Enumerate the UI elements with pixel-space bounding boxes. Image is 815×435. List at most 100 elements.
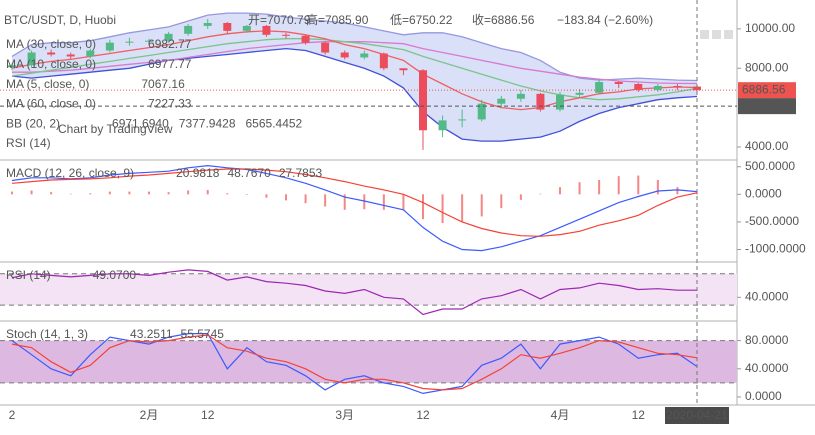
- legend-name: MA (60, close, 0): [6, 97, 96, 111]
- histogram-bar: [461, 194, 464, 222]
- histogram-bar: [441, 194, 444, 224]
- x-tick-label: 12: [201, 408, 215, 422]
- candle-body: [379, 53, 388, 69]
- candle-body: [653, 85, 662, 90]
- histogram-bar: [539, 193, 542, 195]
- candle-body: [223, 22, 232, 31]
- y-tick-label: 8000.00: [745, 60, 789, 74]
- price-label-box: [738, 98, 796, 115]
- y-tick-label: -500.0000: [745, 214, 799, 228]
- candle-body: [340, 52, 349, 58]
- candle-body: [242, 25, 251, 31]
- ohlc-label: 高=7085.90: [306, 12, 369, 27]
- histogram-bar: [304, 194, 307, 204]
- legend-name: MA (10, close, 0): [6, 57, 96, 71]
- indicator-line: [11, 164, 698, 252]
- legend-value: 55.5745: [181, 327, 225, 341]
- histogram-bar: [89, 193, 92, 195]
- candle-body: [184, 25, 193, 34]
- histogram-bar: [30, 190, 33, 195]
- histogram-bar: [245, 194, 248, 195]
- histogram-bar: [285, 194, 287, 201]
- histogram-bar: [656, 179, 659, 195]
- histogram-bar: [206, 189, 209, 195]
- legend-value: 7227.33: [148, 97, 192, 111]
- indicator-line: [11, 334, 698, 391]
- candle-body: [458, 119, 467, 121]
- indicator-line: [11, 38, 698, 101]
- histogram-bar: [226, 193, 229, 195]
- candle-body: [438, 120, 447, 131]
- price-label-box: [738, 82, 796, 99]
- legend-name: MA (5, close, 0): [6, 77, 89, 91]
- histogram-bar: [422, 194, 424, 220]
- candle-body: [673, 85, 682, 87]
- y-tick-label: 500.0000: [745, 159, 795, 173]
- x-tick-label: 2月: [140, 408, 159, 422]
- histogram-bar: [637, 175, 640, 195]
- histogram-bar: [69, 193, 72, 195]
- y-tick-label: 0.0000: [745, 187, 782, 201]
- price-label: 6075.69: [742, 98, 786, 112]
- histogram-bar: [617, 176, 620, 195]
- legend-name: MA (30, close, 0): [6, 37, 96, 51]
- indicator-title: RSI (14): [6, 268, 51, 282]
- histogram-bar: [108, 191, 111, 195]
- ohlc-label: −183.84 (−2.60%): [557, 13, 653, 27]
- candle-body: [536, 93, 545, 110]
- y-tick-label: 0.0000: [745, 389, 782, 403]
- indicator-line: [11, 47, 698, 142]
- candle-body: [86, 50, 95, 57]
- histogram-bar: [343, 194, 346, 210]
- ohlc-label: 开=7070.79: [248, 13, 311, 27]
- y-tick-label: -1000.0000: [745, 242, 806, 256]
- candle-body: [66, 54, 75, 57]
- histogram-bar: [128, 191, 131, 195]
- histogram-bar: [382, 194, 385, 210]
- chart-title: BTC/USDT, D, Huobi: [4, 13, 116, 27]
- indicator-line: [11, 30, 698, 111]
- candle-body: [614, 82, 623, 84]
- candle-body: [693, 86, 701, 91]
- candle-body: [262, 25, 271, 35]
- legend-value: 43.2511: [130, 327, 173, 341]
- candle-body: [321, 42, 330, 53]
- legend-value: 20.9818: [176, 166, 220, 180]
- candle-body: [595, 82, 604, 93]
- legend-value: 6565.4452: [246, 116, 303, 130]
- legend-name: RSI (14): [6, 136, 51, 150]
- legend-value: 6971.6940: [112, 116, 169, 130]
- legend-value: 7377.9428: [179, 116, 236, 130]
- indicator-line: [12, 41, 698, 85]
- candle-body: [516, 93, 525, 99]
- x-tick-label: 3月: [335, 408, 354, 422]
- legend-value: 27.7853: [279, 166, 323, 180]
- candle-body: [145, 40, 153, 42]
- histogram-bar: [11, 191, 13, 195]
- x-tick-label: 12: [632, 408, 646, 422]
- candle-body: [27, 52, 36, 66]
- legend-value: 49.0700: [93, 268, 137, 282]
- band-fill: [0, 273, 737, 306]
- legend-value: 6982.77: [148, 37, 192, 51]
- histogram-bar: [363, 194, 366, 210]
- candle-body: [203, 22, 212, 26]
- candle-body: [497, 98, 506, 104]
- y-tick-label: 4000.00: [745, 139, 789, 153]
- histogram-bar: [500, 194, 503, 209]
- histogram-bar: [480, 194, 483, 217]
- candle-body: [556, 94, 564, 110]
- indicator-line: [11, 269, 697, 316]
- candle-body: [477, 103, 486, 120]
- histogram-bar: [148, 191, 150, 195]
- y-tick-label: 10000.00: [745, 21, 795, 35]
- watermark: Chart by TradingView: [58, 122, 173, 136]
- y-tick-label: 40.0000: [745, 361, 789, 375]
- candle-body: [634, 84, 643, 90]
- legend-name: BB (20, 2): [6, 116, 60, 130]
- band-fill: [0, 340, 737, 383]
- y-tick-label: 80.0000: [745, 333, 789, 347]
- histogram-bar: [676, 187, 679, 195]
- candle-body: [125, 41, 134, 43]
- indicator-title: Stoch (14, 1, 3): [6, 327, 88, 341]
